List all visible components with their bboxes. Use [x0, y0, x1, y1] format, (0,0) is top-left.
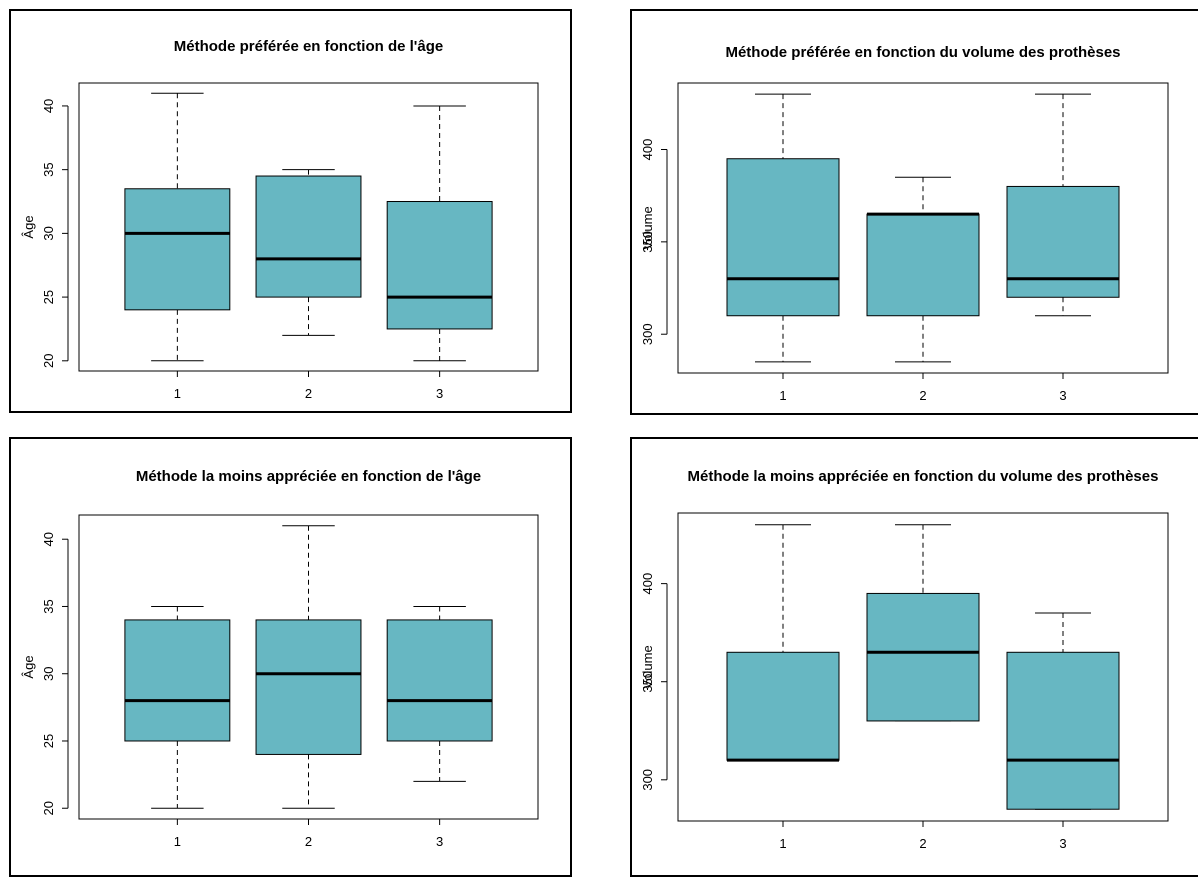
box-2 — [255, 175, 362, 298]
boxplot-svg: Méthode préférée en fonction du volume d… — [640, 44, 1169, 403]
x-tick-label: 1 — [779, 388, 786, 403]
y-tick-label: 400 — [640, 573, 655, 595]
boxplot-svg: Méthode la moins appréciée en fonction d… — [640, 468, 1169, 851]
box-3 — [386, 201, 493, 330]
y-axis-label: Volume — [640, 645, 655, 688]
x-tick-label: 3 — [436, 834, 443, 849]
boxplot-svg: Méthode préférée en fonction de l'âge 20 2… — [21, 38, 539, 401]
box-1 — [726, 158, 840, 317]
y-tick-label: 40 — [41, 99, 56, 113]
y-tick-label: 350 — [640, 671, 655, 693]
x-tick-label: 1 — [174, 386, 181, 401]
box-3 — [1006, 185, 1120, 298]
x-tick-label: 3 — [1059, 836, 1066, 851]
x-tick-label: 3 — [436, 386, 443, 401]
y-tick-label: 30 — [41, 226, 56, 240]
box-2 — [866, 213, 980, 317]
y-tick-label: 35 — [41, 162, 56, 176]
y-tick-label: 35 — [41, 599, 56, 613]
y-tick-label: 400 — [640, 139, 655, 161]
box-1 — [726, 651, 840, 761]
box-2 — [866, 592, 980, 722]
x-tick-label: 1 — [174, 834, 181, 849]
box-2 — [255, 619, 362, 755]
y-axis-label: Âge — [21, 655, 36, 678]
chart-title: Méthode préférée en fonction du volume d… — [725, 44, 1120, 61]
box-3 — [1006, 651, 1120, 810]
chart-title: Méthode préférée en fonction de l'âge — [174, 38, 443, 55]
x-tick-label: 2 — [305, 834, 312, 849]
y-tick-label: 20 — [41, 801, 56, 815]
x-tick-label: 1 — [779, 836, 786, 851]
chart-title: Méthode la moins appréciée en fonction d… — [688, 468, 1159, 485]
x-tick-label: 3 — [1059, 388, 1066, 403]
y-axis-label: Volume — [640, 206, 655, 249]
chart-panel-3: Méthode la moins appréciée en fonction d… — [9, 437, 572, 877]
y-axis-label: Âge — [21, 215, 36, 238]
boxplot-svg: Méthode la moins appréciée en fonction d… — [21, 468, 539, 849]
y-tick-label: 30 — [41, 666, 56, 680]
y-tick-label: 350 — [640, 231, 655, 253]
y-tick-label: 25 — [41, 734, 56, 748]
box-1 — [124, 188, 231, 311]
x-tick-label: 2 — [919, 388, 926, 403]
chart-title: Méthode la moins appréciée en fonction d… — [136, 468, 481, 485]
box-3 — [386, 619, 493, 742]
y-tick-label: 40 — [41, 532, 56, 546]
box-1 — [124, 619, 231, 742]
x-tick-label: 2 — [305, 386, 312, 401]
x-tick-label: 2 — [919, 836, 926, 851]
y-tick-label: 300 — [640, 323, 655, 345]
chart-panel-2: Méthode préférée en fonction du volume d… — [630, 9, 1198, 415]
chart-panel-4: Méthode la moins appréciée en fonction d… — [630, 437, 1198, 877]
chart-panel-1: Méthode préférée en fonction de l'âge 20 2… — [9, 9, 572, 413]
y-tick-label: 300 — [640, 769, 655, 791]
y-tick-label: 20 — [41, 354, 56, 368]
y-tick-label: 25 — [41, 290, 56, 304]
